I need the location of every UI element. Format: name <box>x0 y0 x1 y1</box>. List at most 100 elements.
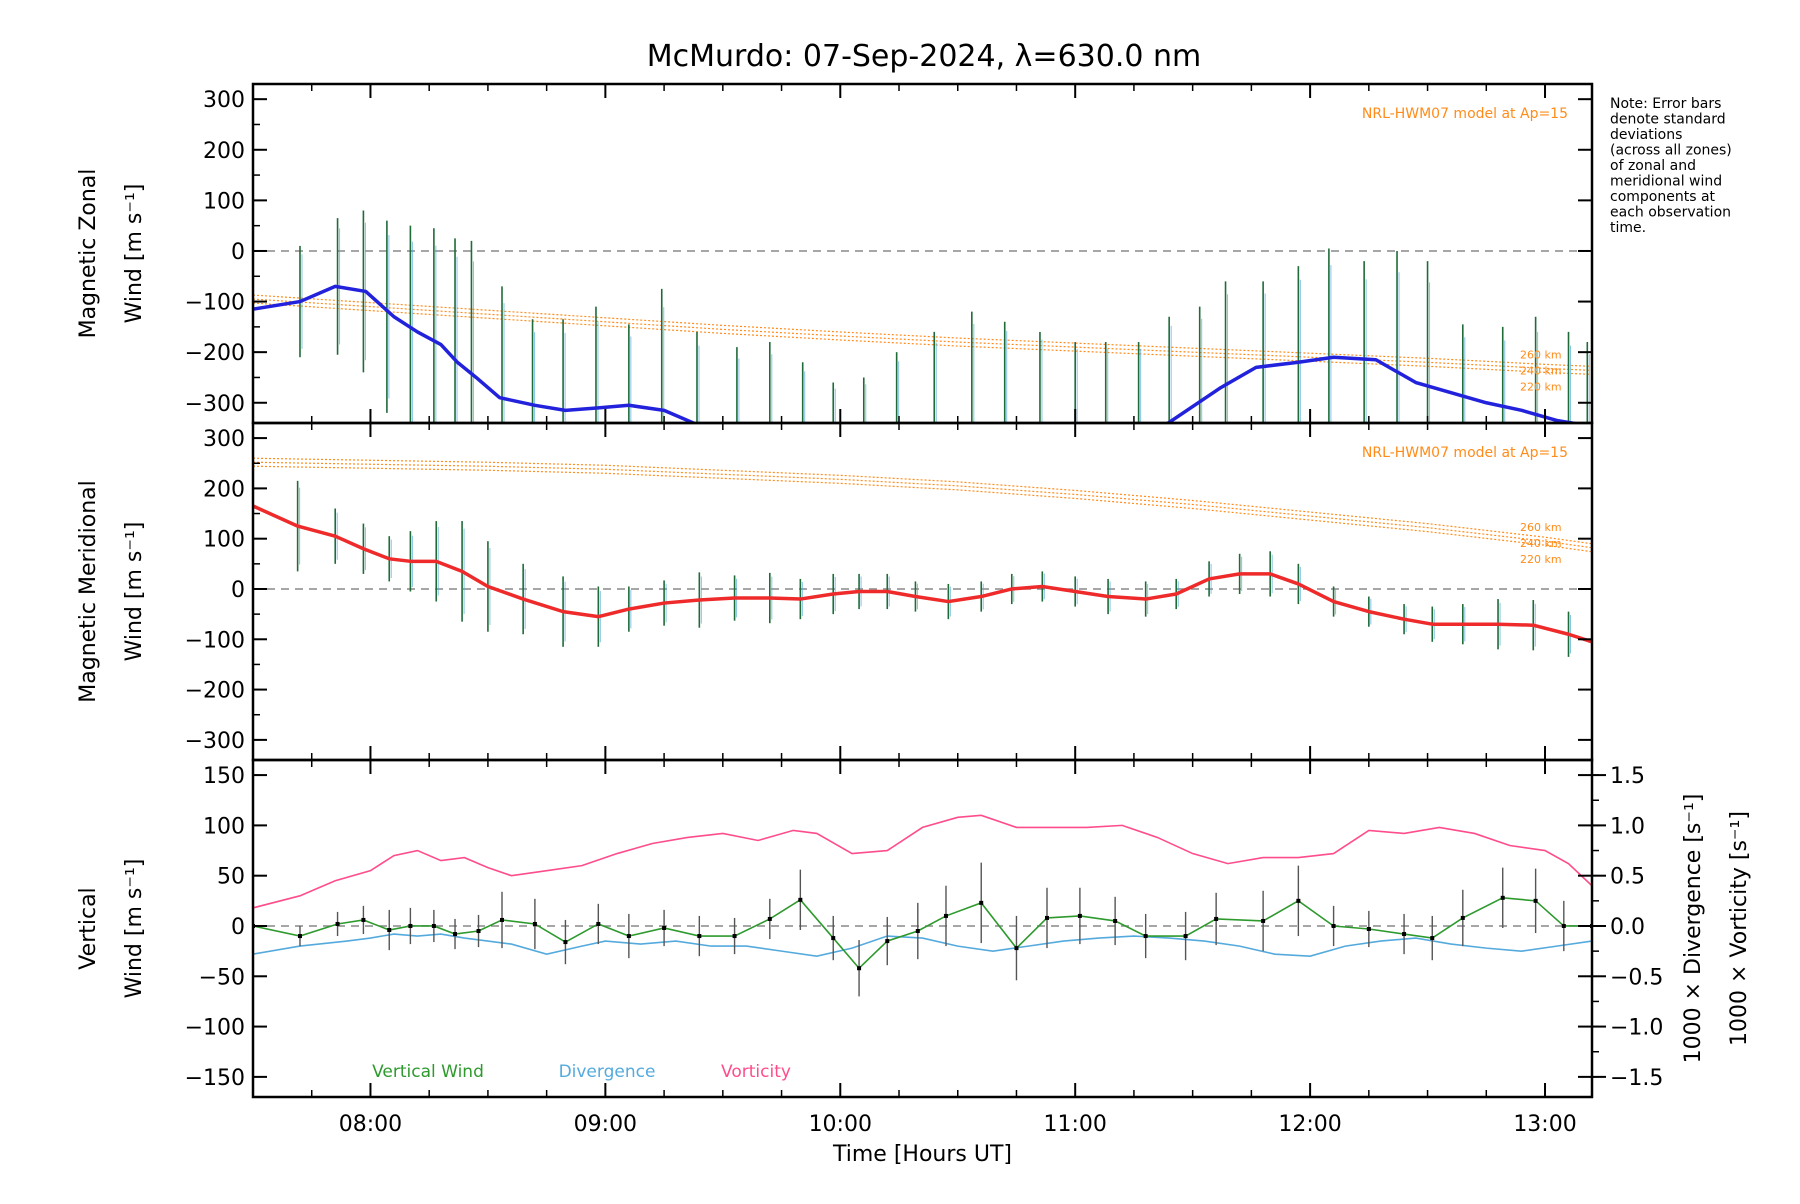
vertical-wind-point <box>915 929 920 934</box>
plot-area-vertical <box>253 814 1592 997</box>
legend-item: Vorticity <box>721 1062 791 1082</box>
y-tick-label: −200 <box>185 341 245 366</box>
plot-area-zonal <box>253 210 1592 423</box>
model-line <box>253 294 1592 367</box>
vertical-wind-point <box>1430 936 1435 941</box>
x-tick-label: 11:00 <box>1043 1112 1106 1137</box>
vertical-wind-point <box>297 934 302 939</box>
panel-frame <box>251 82 1594 425</box>
note-line: Note: Error bars <box>1610 96 1721 112</box>
vertical-wind-point <box>626 934 631 939</box>
y2-tick-label: −0.5 <box>1610 965 1663 990</box>
note-line: components at <box>1610 189 1716 205</box>
model-line <box>253 465 1592 553</box>
panel-meridional: 300 200 100 0 −100 −200 −300 Magnetic Meridiona… <box>76 421 1594 762</box>
vertical-wind-point <box>1331 923 1336 928</box>
altitude-label: 220 km <box>1520 553 1562 566</box>
panel-frame <box>251 758 1594 1099</box>
note-line: time. <box>1610 220 1646 236</box>
model-line <box>253 457 1592 545</box>
y-tick-label: −100 <box>185 1016 245 1041</box>
vertical-wind-point <box>1014 946 1019 951</box>
vertical-wind-point <box>453 932 458 937</box>
y-tick-label: −200 <box>185 679 245 704</box>
y-tick-label: −150 <box>185 1066 245 1091</box>
zonal-wind-line <box>253 284 698 423</box>
y2-tick-label: −1.0 <box>1610 1016 1663 1041</box>
y2-tick-label: 1.5 <box>1610 764 1645 789</box>
vertical-wind-point <box>596 921 601 926</box>
x-tick-label: 10:00 <box>809 1112 872 1137</box>
x-tick-label: 09:00 <box>574 1112 637 1137</box>
altitude-label: 240 km <box>1520 364 1562 377</box>
vertical-wind-point <box>798 897 803 902</box>
note-line: denote standard <box>1610 112 1726 128</box>
divergence-line <box>253 933 1592 957</box>
vertical-wind-point <box>431 923 436 928</box>
altitude-label: 240 km <box>1520 537 1562 550</box>
note-line: meridional wind <box>1610 174 1722 190</box>
y-tick-label: 150 <box>203 764 245 789</box>
y-tick-label: −300 <box>185 392 245 417</box>
y-tick-label: 100 <box>203 189 245 214</box>
y-tick-label: −100 <box>185 628 245 653</box>
y-tick-label: 200 <box>203 139 245 164</box>
y2-tick-label: 0.0 <box>1610 915 1645 940</box>
vertical-wind-point <box>532 921 537 926</box>
y-tick-label: −50 <box>199 965 245 990</box>
altitude-label: 220 km <box>1520 380 1562 393</box>
y-tick-label: 300 <box>203 88 245 113</box>
vertical-wind-point <box>1045 915 1050 920</box>
y-tick-label: 200 <box>203 477 245 502</box>
y-tick-label: 0 <box>231 240 245 265</box>
vertical-wind-point <box>1561 923 1566 928</box>
vertical-wind-point <box>1533 898 1538 903</box>
vertical-wind-point <box>1460 915 1465 920</box>
y-tick-label: 0 <box>231 578 245 603</box>
vertical-wind-point <box>857 966 862 971</box>
plot-area-meridional <box>253 457 1592 657</box>
y-axis-title: Wind [m s⁻¹] <box>122 184 147 324</box>
y-axis-title: Vertical <box>76 887 101 969</box>
vertical-wind-point <box>662 925 667 930</box>
vertical-wind-point <box>1296 898 1301 903</box>
y-axis-title: Wind [m s⁻¹] <box>122 522 147 662</box>
vertical-wind-point <box>1500 895 1505 900</box>
note-line: each observation <box>1610 205 1731 221</box>
y2-axis-title-divergence: 1000 × Divergence [s⁻¹] <box>1681 794 1706 1064</box>
y-tick-label: 100 <box>203 814 245 839</box>
legend-item: Vertical Wind <box>372 1062 484 1082</box>
vertical-wind-point <box>387 928 392 933</box>
chart-title: McMurdo: 07-Sep-2024, λ=630.0 nm <box>647 39 1201 74</box>
x-tick-label: 12:00 <box>1278 1112 1341 1137</box>
vertical-wind-point <box>831 936 836 941</box>
vertical-wind-point <box>476 929 481 934</box>
vertical-wind-point <box>563 940 568 945</box>
vertical-wind-point <box>361 917 366 922</box>
zonal-wind-line <box>1165 355 1583 423</box>
vertical-wind-point <box>979 900 984 905</box>
vertical-wind-point <box>1261 918 1266 923</box>
model-label: NRL-HWM07 model at Ap=15 <box>1362 445 1568 461</box>
y-axis-title: Magnetic Zonal <box>76 169 101 339</box>
y-axis-title: Wind [m s⁻¹] <box>122 859 147 999</box>
x-tick-label: 08:00 <box>339 1112 402 1137</box>
vertical-wind-point <box>1113 918 1118 923</box>
y-tick-label: 0 <box>231 915 245 940</box>
y-tick-label: −100 <box>185 291 245 316</box>
panel-frame <box>251 421 1594 762</box>
vertical-wind-point <box>1077 913 1082 918</box>
vertical-wind-point <box>1366 927 1371 932</box>
vertical-wind-point <box>697 934 702 939</box>
panel-vertical: 150 100 50 0 −50 −100 −150 Vertical Wind [m s⁻¹]… <box>76 758 1752 1167</box>
model-label: NRL-HWM07 model at Ap=15 <box>1362 106 1568 122</box>
vertical-wind-point <box>767 916 772 921</box>
note-line: of zonal and <box>1610 158 1696 174</box>
vertical-wind-point <box>335 921 340 926</box>
y2-axis-title-vorticity: 1000 × Vorticity [s⁻¹] <box>1727 811 1752 1046</box>
x-tick-label: 13:00 <box>1513 1112 1576 1137</box>
vertical-wind-point <box>500 917 505 922</box>
note-line: deviations <box>1610 127 1682 143</box>
